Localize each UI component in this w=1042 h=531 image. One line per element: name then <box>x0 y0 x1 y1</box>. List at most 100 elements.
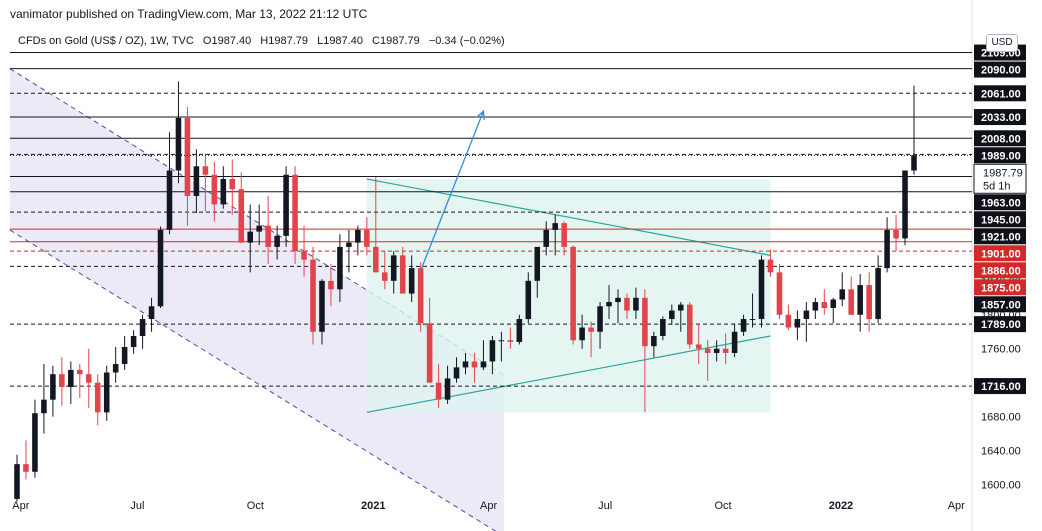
candle-body <box>489 340 496 362</box>
candle-body <box>704 348 711 353</box>
candle-body <box>23 464 29 472</box>
candle-body <box>866 285 872 320</box>
candle-body <box>184 117 191 196</box>
current-price-tag <box>973 163 1027 194</box>
candle-body <box>283 174 289 236</box>
symbol-legend: CFDs on Gold (US$ / OZ), 1W, TVC O1987.4… <box>18 35 511 47</box>
candle-body <box>211 174 218 205</box>
level-price-label: 1921.00 <box>981 231 1021 243</box>
candle-body <box>112 364 119 373</box>
ohlc-open: O1987.40 <box>202 35 252 47</box>
candle-body <box>686 304 693 345</box>
candle-body <box>902 170 908 239</box>
candle-body <box>812 302 819 311</box>
x-tick-label: 2022 <box>829 500 853 512</box>
y-tick-label: 1760.00 <box>981 344 1021 356</box>
candle-body <box>821 302 828 308</box>
candle-body <box>552 223 558 230</box>
candle-body <box>166 170 173 230</box>
candle-body <box>713 348 720 353</box>
symbol-name: CFDs on Gold (US$ / OZ), 1W, TVC <box>18 35 194 47</box>
level-price-label: 2033.00 <box>981 112 1021 124</box>
candle-body <box>588 327 594 332</box>
candle-body <box>220 179 227 205</box>
publisher-line: vanimator published on TradingView.com, … <box>10 7 368 21</box>
candle-body <box>157 229 164 307</box>
candle-body <box>381 272 388 281</box>
level-price-label: 1886.00 <box>981 265 1021 277</box>
candle-body <box>776 272 783 315</box>
candle-body <box>875 268 881 320</box>
candle-body <box>265 225 271 247</box>
level-price-label: 1901.00 <box>981 248 1021 260</box>
level-price-label: 1875.00 <box>981 282 1021 294</box>
candle-body <box>740 319 747 332</box>
candle-body <box>121 347 128 365</box>
candle-body <box>32 413 38 472</box>
candle-body <box>355 229 361 243</box>
candle-body <box>471 361 478 368</box>
candle-body <box>911 155 917 171</box>
x-tick-label: Jul <box>130 500 144 512</box>
candle-body <box>615 297 621 303</box>
candle-body <box>59 374 65 387</box>
candle-body <box>767 259 774 273</box>
level-price-tag <box>974 85 1026 102</box>
level-price-tag <box>974 262 1026 279</box>
candle-body <box>695 344 702 349</box>
candle-body <box>319 280 325 332</box>
candle-body <box>893 229 899 239</box>
candle-body <box>229 179 236 190</box>
candle-body <box>579 327 585 341</box>
current-price-label: 1987.79 <box>983 167 1023 179</box>
ohlc-change: −0.34 (−0.02%) <box>428 35 505 47</box>
candle-body <box>256 225 262 232</box>
candle-body <box>642 297 648 347</box>
candle-body <box>14 464 20 499</box>
level-price-tag <box>974 245 1026 262</box>
channel-fill <box>9 68 505 531</box>
candle-body <box>444 378 451 400</box>
currency-button[interactable]: USD <box>986 34 1018 52</box>
candle-body <box>749 319 756 321</box>
candle-body <box>660 319 666 336</box>
candle-body <box>561 223 567 247</box>
x-tick-label: Oct <box>715 500 732 512</box>
candle-body <box>669 310 675 320</box>
candle-body <box>417 268 424 324</box>
x-tick-label: Apr <box>480 500 497 512</box>
level-price-label: 1789.00 <box>981 319 1021 331</box>
x-tick-label: Apr <box>12 500 29 512</box>
candle-body <box>848 289 854 315</box>
candle-body <box>310 259 316 332</box>
candle-body <box>346 242 352 247</box>
ohlc-low: L1987.40 <box>317 35 363 47</box>
candle-body <box>337 246 343 290</box>
candle-body <box>785 314 792 328</box>
candle-body <box>462 361 469 368</box>
candle-body <box>390 255 397 281</box>
candle-body <box>50 374 56 400</box>
ohlc-high: H1987.79 <box>260 35 309 47</box>
candle-body <box>175 117 182 171</box>
level-price-label: 1963.00 <box>981 197 1021 209</box>
triangle-box <box>366 179 771 413</box>
projection-arrow-line <box>420 110 485 271</box>
level-price-label: 1857.00 <box>981 299 1021 311</box>
candle-body <box>633 297 639 311</box>
level-price-tag <box>974 211 1026 228</box>
x-tick-label: Apr <box>948 500 965 512</box>
candle-body <box>794 319 801 328</box>
candle-body <box>41 399 47 414</box>
x-tick-label: 2021 <box>361 500 385 512</box>
candle-body <box>480 361 487 368</box>
y-tick-label: 1680.00 <box>981 412 1021 424</box>
level-price-label: 1989.00 <box>981 150 1021 162</box>
candle-body <box>884 229 890 269</box>
candle-body <box>731 331 738 353</box>
candle-body <box>453 367 460 379</box>
candle-body <box>830 299 837 308</box>
candle-body <box>247 231 254 243</box>
